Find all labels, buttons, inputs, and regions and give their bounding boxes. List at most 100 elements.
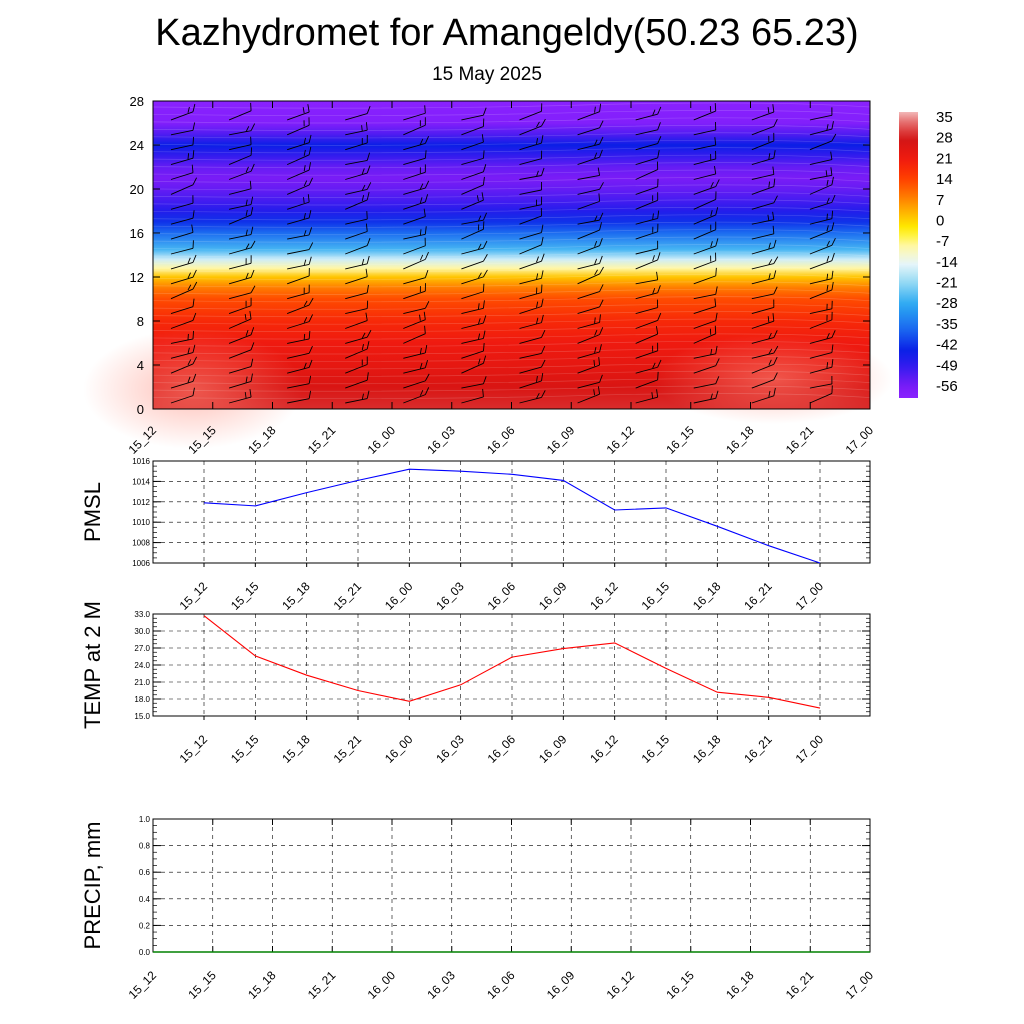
wind-barb	[228, 305, 252, 315]
x-tick-label: 16_03	[424, 968, 458, 1002]
wind-barb-flag	[657, 136, 662, 144]
heatmap-y-tick-label: 24	[130, 138, 144, 153]
wind-barb	[577, 174, 600, 180]
wind-barb-flag	[773, 286, 778, 295]
wind-barb-flag	[192, 103, 196, 112]
wind-barb	[809, 244, 833, 255]
colorbar-label: -49	[936, 357, 958, 374]
wind-barb-flag	[424, 360, 428, 368]
wind-barb	[345, 188, 368, 195]
wind-barb-flag	[599, 238, 603, 246]
colorbar-label: 35	[936, 109, 953, 126]
y-tick-label: 0.2	[139, 921, 151, 930]
wind-barb-flag	[831, 222, 835, 231]
wind-barb-flag	[826, 284, 829, 291]
wind-barb-flag	[715, 312, 718, 321]
wind-barb-flag	[482, 107, 487, 116]
wind-barb	[403, 216, 426, 225]
wind-barb-flag	[419, 197, 423, 204]
wind-barb	[519, 244, 542, 255]
heatmap-contour	[152, 154, 871, 161]
wind-barb-flag	[773, 195, 778, 203]
wind-barb	[461, 291, 484, 300]
wind-barb	[693, 305, 716, 315]
wind-barb	[577, 273, 600, 285]
wind-barb-flag	[308, 227, 313, 236]
heatmap-y-tick-label: 4	[137, 358, 144, 373]
wind-barb	[577, 381, 600, 389]
x-tick-label: 16_00	[382, 732, 416, 766]
wind-barb	[170, 352, 194, 359]
wind-barb	[287, 292, 310, 300]
wind-barb-flag	[303, 165, 306, 172]
y-tick-label: 1006	[132, 559, 150, 568]
wind-barb-flag	[773, 387, 776, 396]
wind-barb-flag	[481, 192, 484, 201]
wind-barb	[693, 275, 716, 285]
wind-barb-flag	[424, 226, 427, 235]
wind-barb-flag	[599, 374, 603, 383]
wind-barb	[461, 199, 484, 210]
wind-barb	[635, 333, 658, 344]
wind-barb	[228, 366, 252, 374]
wind-barb-flag	[652, 213, 654, 220]
wind-barb-flag	[536, 138, 538, 145]
wind-barb-flag	[768, 259, 773, 265]
x-tick-label: 16_21	[741, 732, 775, 766]
wind-barb-flag	[308, 177, 313, 186]
wind-barb-flag	[424, 194, 429, 203]
wind-barb-flag	[187, 376, 191, 383]
heatmap-contour	[152, 102, 871, 109]
wind-barb-flag	[831, 330, 836, 338]
wind-barb-flag	[541, 372, 544, 381]
wind-barb	[809, 128, 833, 136]
colorbar-label: -56	[936, 378, 958, 395]
wind-barb	[461, 350, 484, 359]
wind-barb	[287, 263, 310, 270]
wind-barb-flag	[657, 312, 662, 321]
wind-barb-flag	[599, 327, 604, 335]
wind-barb	[751, 307, 774, 315]
x-tick-label: 16_06	[484, 968, 518, 1002]
wind-barb-flag	[656, 389, 659, 398]
wind-barb-flag	[714, 325, 717, 334]
wind-barb-flag	[715, 345, 718, 354]
wind-barb	[287, 275, 310, 285]
heatmap-x-tick-label: 16_03	[424, 423, 458, 457]
y-tick-label: 0.8	[139, 842, 151, 851]
wind-barb-flag	[303, 300, 308, 307]
wind-barb	[461, 322, 484, 329]
wind-barb-flag	[366, 192, 370, 201]
wind-barb	[635, 143, 658, 151]
wind-barb-flag	[541, 224, 544, 233]
panel-frame	[152, 460, 871, 564]
x-tick-label: 16_09	[544, 968, 578, 1002]
wind-barb	[461, 126, 484, 136]
wind-barb	[345, 245, 368, 255]
wind-barb	[228, 170, 252, 180]
wind-barb-flag	[187, 153, 190, 160]
wind-barb	[519, 336, 542, 344]
wind-barb	[287, 304, 310, 315]
heatmap-y-tick-label: 12	[130, 270, 144, 285]
y-tick-label: 0.4	[139, 895, 151, 904]
wind-barb-flag	[831, 210, 834, 219]
wind-barb	[461, 141, 484, 151]
wind-barb	[287, 249, 310, 255]
wind-barb-flag	[714, 165, 717, 174]
wind-barb-flag	[541, 330, 546, 338]
wind-barb	[635, 231, 658, 240]
wind-barb	[693, 110, 716, 121]
wind-barb-flag	[419, 254, 424, 261]
wind-barb-flag	[303, 333, 306, 340]
wind-barb-flag	[768, 273, 771, 280]
wind-barb-flag	[773, 270, 777, 279]
wind-barb-flag	[831, 270, 834, 279]
wind-barb-flag	[303, 259, 307, 266]
wind-barb	[228, 110, 252, 121]
wind-barb	[519, 306, 542, 315]
wind-barb-flag	[245, 166, 249, 173]
wind-barb-flag	[187, 347, 190, 354]
page-subtitle: 15 May 2025	[432, 64, 542, 85]
wind-barb-flag	[594, 347, 597, 354]
